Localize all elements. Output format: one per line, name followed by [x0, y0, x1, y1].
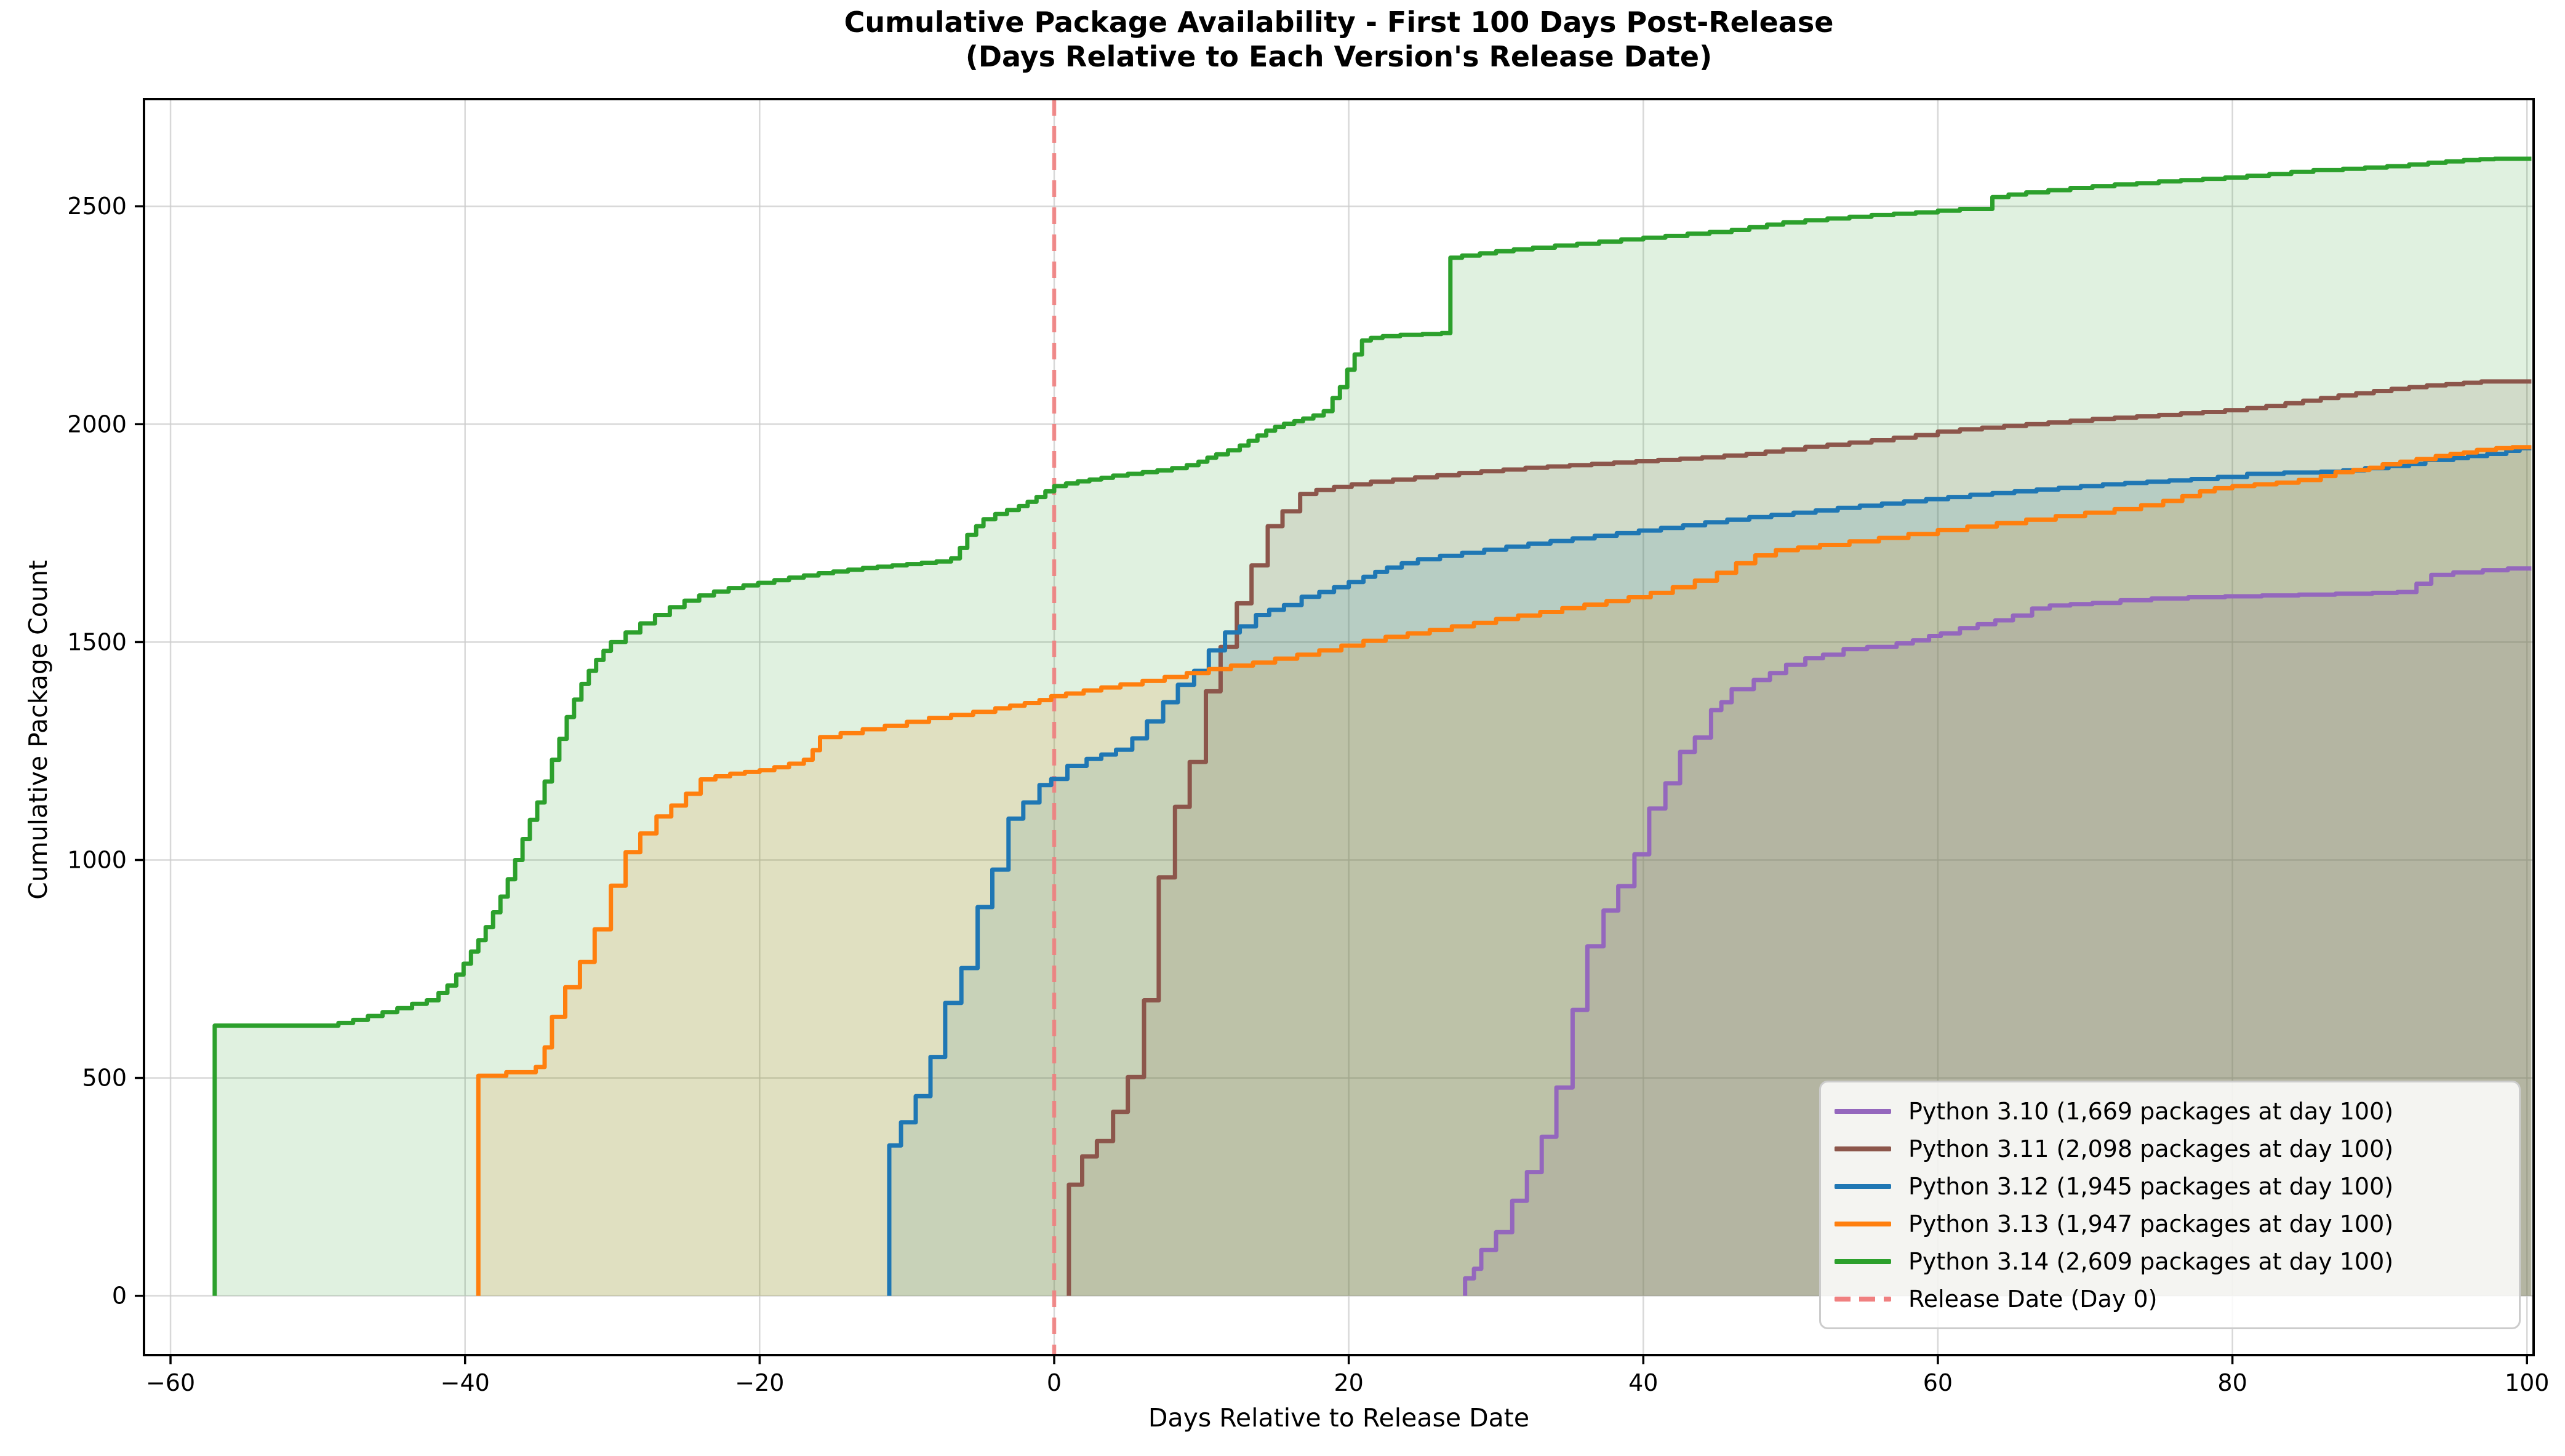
- y-tick-label: 1000: [67, 846, 127, 873]
- x-axis-label: Days Relative to Release Date: [1148, 1403, 1530, 1433]
- chart-title: Cumulative Package Availability - First …: [144, 5, 2534, 74]
- x-tick-label: 80: [2217, 1369, 2247, 1396]
- y-tick-label: 2000: [67, 410, 127, 438]
- chart-title-line2: (Days Relative to Each Version's Release…: [965, 40, 1713, 73]
- series-line-python-3-10: [1463, 566, 2532, 1296]
- x-tick-label: −60: [146, 1369, 195, 1396]
- legend-line-swatch: [1835, 1258, 1891, 1264]
- legend-line-swatch: [1835, 1146, 1891, 1151]
- x-tick-label: −40: [441, 1369, 490, 1396]
- legend-dashed-line-swatch: [1835, 1296, 1891, 1302]
- legend-item: Python 3.11 (2,098 packages at day 100): [1835, 1130, 2513, 1167]
- y-tick-label: 2500: [67, 193, 127, 220]
- x-tick-label: 0: [1047, 1369, 1062, 1396]
- legend-item: Python 3.13 (1,947 packages at day 100): [1835, 1205, 2513, 1242]
- series-fill-python-3-11: [1068, 381, 2532, 1296]
- legend-item: Python 3.12 (1,945 packages at day 100): [1835, 1167, 2513, 1205]
- series-line-python-3-12: [887, 446, 2532, 1296]
- legend-label: Release Date (Day 0): [1908, 1285, 2158, 1313]
- legend-label: Python 3.10 (1,669 packages at day 100): [1908, 1097, 2394, 1125]
- legend-label: Python 3.11 (2,098 packages at day 100): [1908, 1135, 2394, 1162]
- legend-item: Python 3.10 (1,669 packages at day 100): [1835, 1092, 2513, 1130]
- series-line-python-3-13: [476, 445, 2532, 1296]
- legend: Python 3.10 (1,669 packages at day 100) P…: [1819, 1081, 2521, 1329]
- y-tick-label: 500: [82, 1065, 127, 1092]
- legend-line-swatch: [1835, 1108, 1891, 1114]
- legend-item: Release Date (Day 0): [1835, 1280, 2513, 1318]
- y-tick-label: 1500: [67, 628, 127, 655]
- legend-label: Python 3.13 (1,947 packages at day 100): [1908, 1210, 2394, 1238]
- axes-spines: [143, 98, 2535, 1356]
- legend-line-swatch: [1835, 1183, 1891, 1189]
- series-line-python-3-14: [212, 156, 2532, 1296]
- series-fill-python-3-14: [214, 159, 2532, 1296]
- legend-line-swatch: [1835, 1221, 1891, 1226]
- legend-label: Python 3.14 (2,609 packages at day 100): [1908, 1247, 2394, 1275]
- y-axis-label: Cumulative Package Count: [23, 560, 53, 900]
- x-tick-label: 60: [1923, 1369, 1953, 1396]
- legend-item: Python 3.14 (2,609 packages at day 100): [1835, 1242, 2513, 1280]
- series-line-python-3-11: [1066, 379, 2532, 1296]
- y-tick-label: 0: [112, 1282, 127, 1310]
- chart-title-line1: Cumulative Package Availability - First …: [844, 6, 1834, 39]
- x-tick-label: 20: [1334, 1369, 1363, 1396]
- x-tick-label: 100: [2505, 1369, 2550, 1396]
- legend-label: Python 3.12 (1,945 packages at day 100): [1908, 1172, 2394, 1200]
- x-tick-label: 40: [1628, 1369, 1658, 1396]
- x-tick-label: −20: [735, 1369, 784, 1396]
